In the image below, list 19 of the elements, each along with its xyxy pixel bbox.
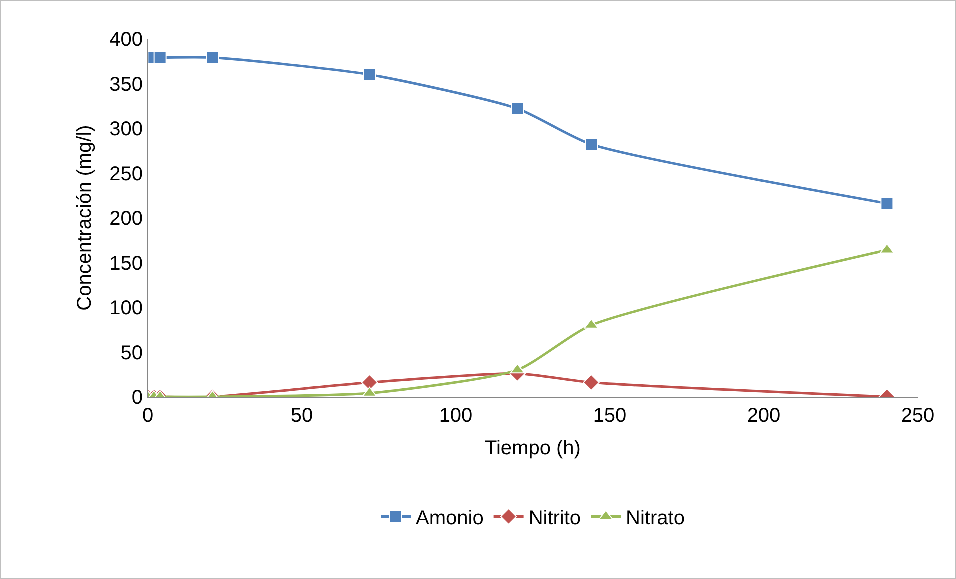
legend-label: Nitrito xyxy=(528,508,582,530)
x-tick-label: 50 xyxy=(290,405,314,427)
y-tick-label: 250 xyxy=(110,163,143,186)
y-tick-label: 100 xyxy=(110,298,143,320)
x-tick-label: 150 xyxy=(593,405,627,427)
x-tick-label: 200 xyxy=(747,405,781,427)
y-axis-title: Concentración (mg/l) xyxy=(74,125,96,311)
y-tick-label: 50 xyxy=(120,342,143,364)
legend-label: Amonio xyxy=(416,508,484,530)
y-tick-label: 0 xyxy=(132,387,143,409)
x-tick-label: 100 xyxy=(439,405,473,427)
y-tick-label: 200 xyxy=(110,208,143,230)
x-tick-label: 250 xyxy=(901,405,935,427)
legend-label: Nitrato xyxy=(626,508,685,530)
y-tick-label: 400 xyxy=(110,29,143,51)
y-tick-label: 350 xyxy=(110,74,143,96)
x-axis-title: Tiempo (h) xyxy=(485,438,581,460)
y-tick-label: 300 xyxy=(110,118,143,140)
y-tick-label: 150 xyxy=(110,252,143,275)
